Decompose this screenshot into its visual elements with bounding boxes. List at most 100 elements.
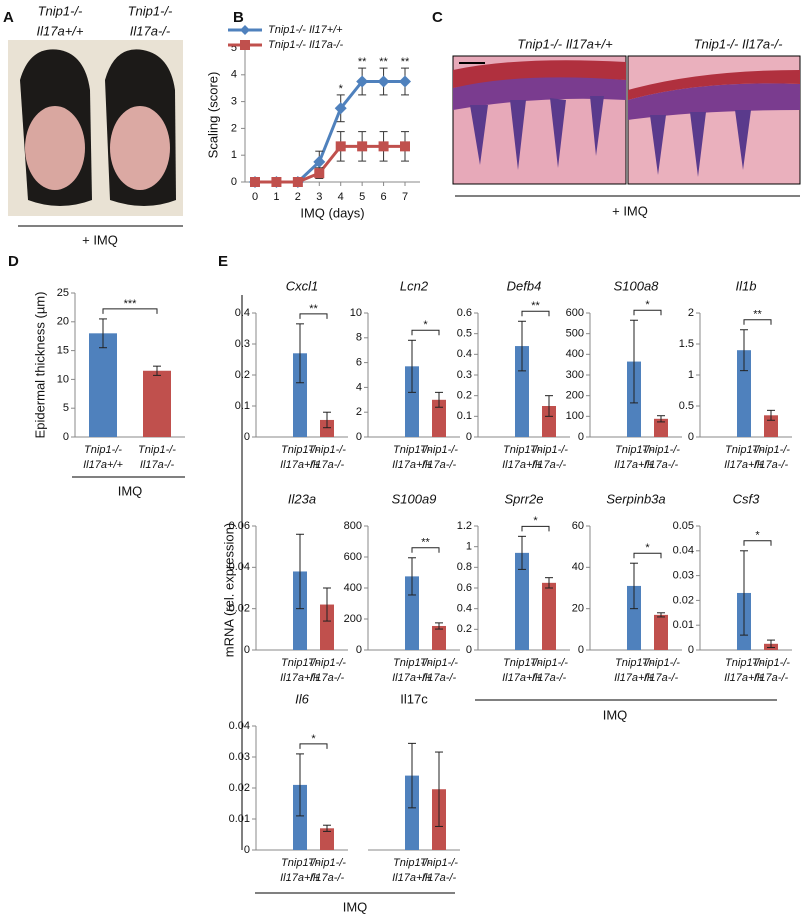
bar (89, 333, 117, 437)
x-tick-label: Il17a+/+ (280, 872, 320, 884)
x-tick-label: Il17a+/+ (502, 459, 542, 471)
x-tick-label: Tnip1-/- (393, 657, 431, 669)
x-tick-label: Tnip1-/- (138, 444, 176, 456)
x-tick-label: Il17a-/- (754, 459, 789, 471)
y-tick-label: 0.04 (229, 561, 250, 573)
x-tick-label: Il17a-/- (532, 672, 567, 684)
x-tick-label: Tnip1-/- (752, 657, 790, 669)
x-tick-label: Tnip1-/- (642, 657, 680, 669)
significance-bracket (411, 547, 440, 553)
y-tick-label: 0 (244, 431, 250, 443)
y-tick-label: 0.04 (673, 545, 694, 557)
marker (377, 75, 390, 88)
y-tick-label: 1 (466, 541, 472, 553)
bar (654, 418, 668, 437)
bar (320, 419, 334, 437)
chart-title: Sprr2e (504, 491, 543, 506)
y-tick-label: 2 (688, 307, 694, 319)
y-tick-label: 0 (244, 844, 250, 856)
significance-bracket (299, 313, 328, 319)
y-tick-label: 0.03 (673, 570, 694, 582)
x-tick-label: Il17a-/- (754, 672, 789, 684)
x-tick-label: 0 (252, 191, 258, 203)
y-tick-label: 0.3 (235, 338, 250, 350)
x-tick-label: Tnip1-/- (530, 444, 568, 456)
group-label: IMQ (118, 483, 143, 498)
bar (432, 625, 446, 650)
x-tick-label: Il17a+/+ (724, 672, 764, 684)
y-tick-label: 0.06 (229, 520, 250, 532)
bar (293, 571, 307, 650)
y-tick-label: 0.4 (235, 307, 250, 319)
bar (405, 366, 419, 437)
y-tick-label: 0.6 (457, 582, 472, 594)
x-tick-label: Il17a+/+ (392, 672, 432, 684)
significance: * (339, 83, 344, 95)
x-tick-label: Il17a+/+ (614, 672, 654, 684)
bar (143, 370, 171, 437)
y-tick-label: 0.03 (229, 751, 250, 763)
y-tick-label: 0.02 (229, 603, 250, 615)
bar (542, 406, 556, 437)
panel-letter: B (233, 9, 244, 26)
marker (250, 177, 260, 187)
mouse-photo (8, 40, 183, 216)
significance-bracket (299, 743, 328, 749)
y-tick-label: 0 (63, 431, 69, 443)
marker (335, 141, 346, 152)
significance-bracket (521, 310, 550, 317)
significance: ** (358, 56, 367, 68)
chart-title: Il17c (400, 691, 428, 706)
y-tick-label: 0 (688, 644, 694, 656)
genotype-label: Tnip1-/- Il17a+/+ (517, 36, 613, 51)
x-tick-label: Il17a+/+ (392, 459, 432, 471)
bar (654, 614, 668, 650)
x-tick-label: 3 (316, 191, 322, 203)
x-tick-label: Tnip1-/- (393, 444, 431, 456)
legend-marker (240, 25, 250, 35)
significance-bracket (633, 552, 662, 559)
x-tick-label: Tnip1-/- (725, 444, 763, 456)
significance-bracket (411, 329, 440, 336)
y-tick-label: 0.1 (235, 400, 250, 412)
y-tick-label: 1 (688, 369, 694, 381)
panel-letter: A (3, 9, 14, 26)
y-tick-label: 1.2 (457, 520, 472, 532)
x-tick-label: 2 (295, 191, 301, 203)
marker (399, 75, 411, 88)
bar (515, 346, 529, 437)
bar (320, 604, 334, 650)
x-tick-label: Tnip1-/- (420, 857, 458, 869)
significance: * (423, 319, 428, 331)
chart-title: Il6 (295, 691, 310, 706)
y-tick-label: 20 (572, 603, 584, 615)
significance: ** (379, 56, 388, 68)
x-tick-label: Tnip1-/- (308, 657, 346, 669)
legend-label: Tnip1-/- Il17a-/- (268, 39, 344, 51)
y-tick-label: 1.5 (679, 338, 694, 350)
y-tick-label: 0 (578, 644, 584, 656)
marker (313, 155, 326, 168)
series-line (255, 144, 405, 184)
x-tick-label: Il17a-/- (310, 872, 345, 884)
y-tick-label: 0.04 (229, 720, 250, 732)
panel-letter: E (218, 253, 228, 270)
x-tick-label: Tnip1-/- (308, 857, 346, 869)
chart-title: S100a9 (392, 491, 437, 506)
y-axis-label: mRNA (rel. expression) (221, 523, 236, 657)
significance-bracket (521, 525, 550, 532)
y-tick-label: 0.5 (679, 400, 694, 412)
x-tick-label: 5 (359, 191, 365, 203)
significance-bracket (743, 319, 772, 325)
x-tick-label: 7 (402, 191, 408, 203)
significance: ** (401, 56, 410, 68)
marker (378, 141, 389, 152)
y-tick-label: 300 (566, 369, 584, 381)
x-tick-label: Il17a-/- (422, 459, 457, 471)
significance: * (755, 530, 760, 542)
x-tick-label: Il17a+/+ (392, 872, 432, 884)
y-tick-label: 0.6 (457, 307, 472, 319)
y-tick-label: 0.4 (457, 603, 472, 615)
genotype-label: Il17a-/- (130, 23, 171, 38)
